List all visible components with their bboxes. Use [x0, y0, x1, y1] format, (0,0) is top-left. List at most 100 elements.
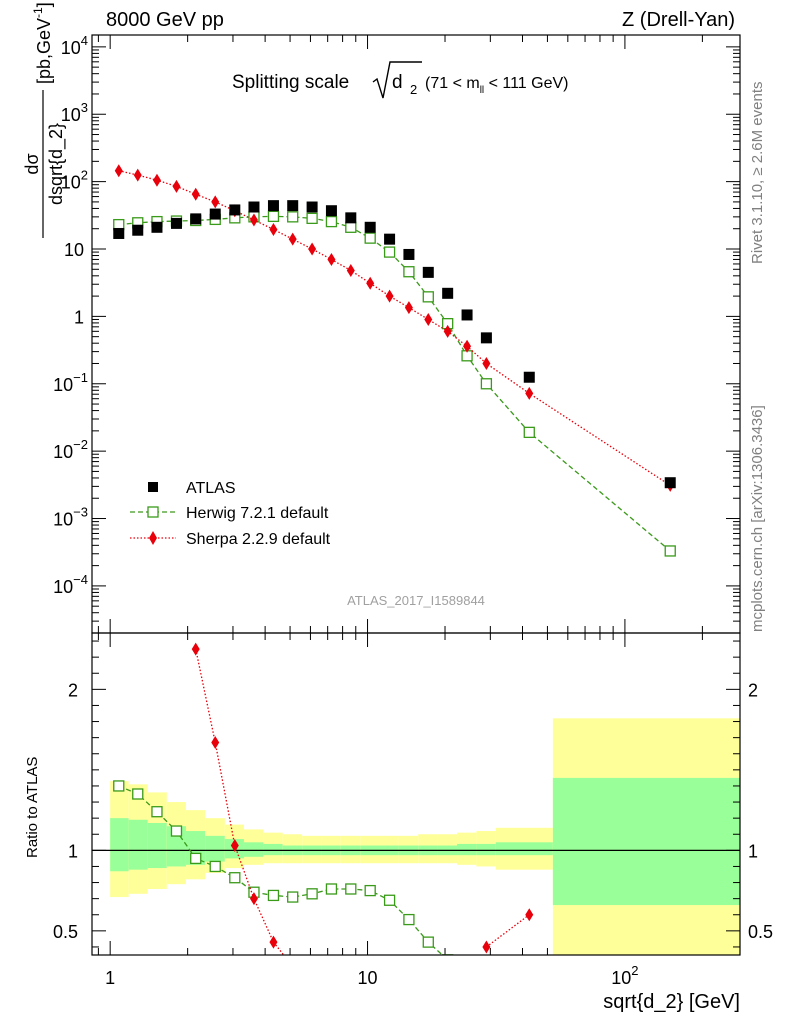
sherpa-point: [482, 356, 491, 370]
sherpa-ratio-line: [486, 914, 530, 948]
ratio-frame: [91, 632, 741, 956]
main-ytick-label: 10−3: [53, 505, 88, 530]
herwig-ratio-point: [132, 788, 144, 800]
sherpa-ratio-point: [269, 935, 278, 949]
ratio-ytick-label-right: 0.5: [748, 922, 773, 942]
stat-uncertainty-band: [243, 842, 264, 857]
atlas-point: [664, 477, 676, 489]
main-ytick-label: 104: [61, 33, 88, 58]
herwig-point: [403, 266, 415, 278]
atlas-point: [248, 201, 260, 213]
sherpa-point: [366, 276, 375, 290]
main-ylabel: dσ dsqrt{d_2} [pb,GeV-1]: [22, 2, 67, 238]
ratio-ytick-label-right: 2: [748, 680, 758, 700]
ylabel-denominator: dsqrt{d_2}: [46, 123, 67, 205]
atlas-point: [325, 205, 337, 217]
herwig-ratio-point: [422, 936, 434, 948]
legend-herwig-label: Herwig 7.2.1 default: [186, 505, 329, 522]
sherpa-point: [191, 187, 200, 201]
stat-uncertainty-band: [147, 822, 167, 869]
title-symbol-sub: 2: [410, 82, 417, 97]
atlas-point: [306, 201, 318, 213]
main-panel: 10−4 10−3 10−2 10−1 1 10 102 103 104 Splitting s…: [22, 2, 741, 955]
sherpa-ratio-point: [525, 908, 534, 922]
sherpa-point: [114, 164, 123, 178]
herwig-ratio-point: [364, 884, 376, 897]
atlas-point: [523, 371, 535, 383]
sherpa-point: [308, 242, 317, 256]
legend-herwig-marker: [147, 506, 159, 518]
sherpa-ratio-point: [482, 940, 491, 954]
main-ytick-label: 10: [64, 240, 84, 260]
sherpa-point: [385, 289, 394, 303]
legend-atlas-marker: [148, 482, 158, 492]
sherpa-point: [172, 179, 181, 193]
analysis-watermark: ATLAS_2017_I1589844: [347, 593, 485, 608]
sherpa-ratio-line: [195, 648, 285, 955]
ratio-xlabel: sqrt{d_2} [GeV]: [603, 991, 740, 1013]
sherpa-point: [269, 222, 278, 236]
herwig-ratio-point: [229, 872, 241, 884]
atlas-point: [170, 217, 182, 229]
main-ytick-label: 1: [74, 307, 84, 327]
sherpa-ratio-point: [230, 839, 239, 853]
rivet-label: Rivet 3.1.10, ≥ 2.6M events: [749, 82, 766, 265]
stat-uncertainty-band: [457, 843, 477, 856]
ylabel-numerator: dσ: [22, 153, 42, 174]
main-ytick-label: 103: [61, 100, 88, 125]
herwig-ratio-point: [151, 806, 163, 818]
ratio-ytick-label: 2: [68, 680, 78, 700]
ratio-panel: 0.5 0.5 1 1 2 2 1 10 102 Ratio to ATLAS sqrt{d_2…: [24, 632, 773, 1013]
sherpa-line: [118, 170, 671, 486]
sherpa-ratio-point: [211, 735, 220, 749]
atlas-point: [345, 212, 357, 224]
herwig-ratio-line: [118, 785, 444, 955]
atlas-point: [384, 233, 396, 245]
herwig-point: [480, 378, 493, 390]
atlas-point: [403, 248, 415, 260]
legend-sherpa-marker: [149, 531, 157, 545]
sherpa-point: [443, 324, 452, 338]
sqrt-sign: [372, 61, 422, 99]
herwig-point: [345, 221, 357, 233]
atlas-point: [480, 332, 492, 344]
main-ytick-label: 10−4: [53, 572, 88, 597]
sherpa-point: [249, 213, 258, 227]
process-label: Z (Drell-Yan): [622, 9, 735, 31]
title-symbol: d: [392, 72, 403, 93]
herwig-ratio-point: [403, 913, 415, 926]
ratio-xtick-label: 10: [358, 968, 378, 988]
sherpa-ratio-point: [249, 892, 258, 906]
legend: ATLAS Herwig 7.2.1 default Sherpa 2.2.9 …: [130, 480, 331, 548]
ratio-ylabel: Ratio to ATLAS: [24, 757, 41, 858]
sherpa-point: [463, 339, 472, 353]
herwig-point: [422, 291, 434, 303]
ratio-ytick-label: 1: [68, 841, 78, 861]
main-ytick-label: 10−1: [53, 370, 88, 395]
main-series: [113, 164, 676, 557]
sherpa-point: [211, 195, 220, 209]
ratio-xtick-label: 102: [611, 963, 638, 988]
ratio-ticks: 0.5 0.5 1 1 2 2 1 10 102: [53, 640, 773, 988]
atlas-point: [442, 287, 454, 299]
title-text: Splitting scale: [232, 72, 349, 93]
herwig-ratio-point: [345, 883, 357, 895]
atlas-point: [190, 213, 202, 225]
herwig-point: [325, 215, 338, 228]
sherpa-point: [346, 263, 355, 277]
herwig-ratio-point: [383, 894, 396, 906]
herwig-ratio-point: [170, 825, 183, 837]
ratio-ytick-label-right: 1: [748, 841, 758, 861]
herwig-point: [364, 232, 376, 244]
herwig-point: [267, 210, 280, 223]
sherpa-point: [327, 252, 336, 266]
atlas-point: [209, 208, 221, 220]
ratio-ytick-label: 0.5: [53, 922, 78, 942]
legend-item-sherpa: Sherpa 2.2.9 default: [130, 531, 331, 548]
herwig-ratio-point: [267, 889, 280, 902]
herwig-point: [523, 426, 535, 439]
stat-uncertainty-band: [552, 777, 740, 906]
atlas-point: [461, 309, 473, 321]
sherpa-point: [404, 301, 413, 315]
